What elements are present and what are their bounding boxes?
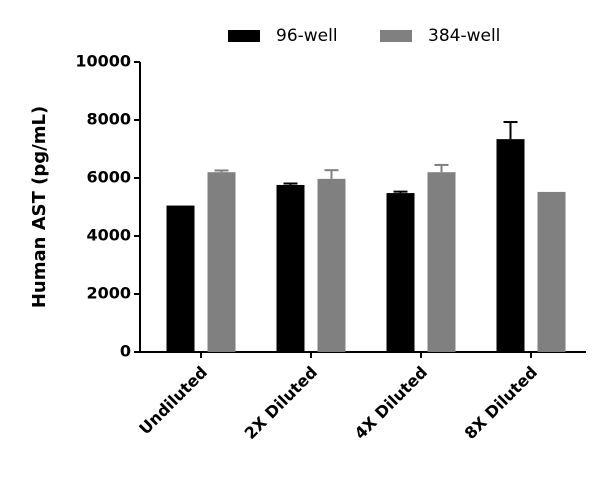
error-bar (324, 169, 339, 179)
error-bar (503, 121, 518, 140)
y-tick-label: 4000 (86, 226, 131, 245)
error-bar (214, 169, 229, 173)
legend-label: 384-well (428, 26, 500, 46)
bar (386, 193, 415, 352)
error-bar (434, 163, 449, 173)
error-bar (283, 182, 298, 185)
legend-swatch (228, 30, 260, 42)
bar (427, 172, 456, 352)
bar (317, 178, 346, 352)
y-tick-label: 8000 (86, 110, 131, 129)
x-tick-label: 8X Diluted (461, 363, 541, 443)
y-tick-label: 10000 (75, 52, 131, 71)
x-tick-label: 4X Diluted (351, 363, 431, 443)
y-tick-label: 0 (120, 342, 131, 361)
legend-label: 96-well (276, 26, 338, 46)
y-tick-label: 2000 (86, 284, 131, 303)
bar (496, 139, 525, 352)
error-bar (393, 190, 408, 194)
x-tick-label: 2X Diluted (241, 363, 321, 443)
bar (276, 184, 305, 352)
bar (207, 172, 236, 352)
legend-swatch (380, 30, 412, 42)
bar (166, 205, 195, 352)
y-axis-label: Human AST (pg/mL) (29, 106, 50, 308)
bar (537, 191, 566, 352)
x-tick-label: Undiluted (135, 363, 211, 439)
y-tick-label: 6000 (86, 168, 131, 187)
